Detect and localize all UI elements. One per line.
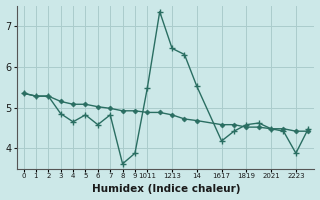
X-axis label: Humidex (Indice chaleur): Humidex (Indice chaleur) xyxy=(92,184,240,194)
